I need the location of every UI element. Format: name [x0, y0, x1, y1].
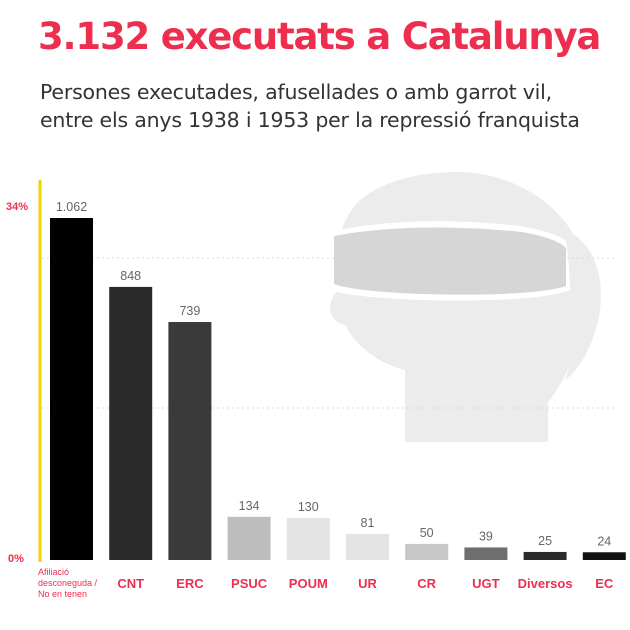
bar-4	[227, 516, 271, 560]
value-label-4: 134	[239, 499, 260, 513]
category-label-5: POUM	[289, 576, 328, 591]
subtitle-line-1: Persones executades, afusellades o amb g…	[40, 80, 552, 104]
bar-2	[109, 286, 153, 560]
category-label-3: ERC	[176, 576, 204, 591]
value-labels-group: 1.062 848 739 134 130 81 50 39 25 24	[56, 200, 611, 548]
value-label-7: 50	[420, 526, 434, 540]
value-label-9: 25	[538, 534, 552, 548]
bar-3	[168, 322, 212, 560]
chart-title: 3.132 executats a Catalunya	[38, 15, 601, 58]
category-label-7: CR	[417, 576, 436, 591]
value-label-10: 24	[597, 534, 611, 548]
chart-subtitle: Persones executades, afusellades o amb g…	[40, 78, 630, 134]
bar-7	[405, 543, 449, 560]
value-label-8: 39	[479, 529, 493, 543]
category-label-2: CNT	[117, 576, 144, 591]
category-label-6: UR	[358, 576, 377, 591]
bar-1	[50, 218, 93, 560]
value-label-6: 81	[361, 516, 375, 530]
value-label-5: 130	[298, 500, 319, 514]
bar-9	[523, 551, 567, 560]
category-label-9: Diversos	[518, 576, 573, 591]
category-labels-group: Afiliació desconeguda / No en tenen CNT ERC P…	[38, 567, 614, 599]
y-tick-zero: 0%	[8, 553, 24, 565]
bar-5	[286, 518, 330, 560]
bars-group	[50, 218, 626, 560]
value-label-2: 848	[120, 269, 141, 283]
category-label-1: Afiliació desconeguda / No en tenen	[38, 567, 98, 599]
value-label-3: 739	[179, 304, 200, 318]
value-label-1: 1.062	[56, 200, 87, 214]
bar-10	[582, 552, 626, 560]
category-label-10: EC	[595, 576, 614, 591]
category-label-4: PSUC	[231, 576, 268, 591]
bar-6	[346, 533, 389, 560]
subtitle-line-2: entre els anys 1938 i 1953 per la repres…	[40, 108, 580, 132]
category-label-8: UGT	[472, 576, 500, 591]
bar-8	[464, 547, 508, 560]
bar-chart: 34% 0% 1.062 848 739 134 130 81 50 39 25 24 Afili…	[6, 172, 626, 599]
y-tick-top: 34%	[6, 201, 28, 213]
blindfolded-head-silhouette-icon	[330, 172, 601, 442]
